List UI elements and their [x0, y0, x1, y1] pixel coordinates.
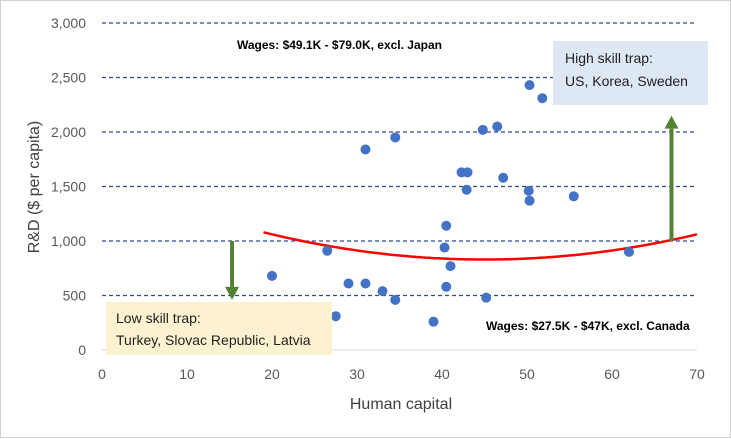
arrows: [225, 115, 679, 300]
data-point: [461, 184, 472, 195]
low-skill-trap-bg: [106, 302, 332, 355]
data-point: [330, 311, 341, 322]
data-point: [267, 270, 277, 281]
grid-lines: [102, 22, 697, 297]
high-skill-trap-bg: [553, 41, 708, 105]
x-tick-label: 0: [98, 366, 106, 382]
y-tick-label: 1,000: [51, 233, 86, 249]
y-tick-label: 500: [63, 288, 87, 304]
x-tick-label: 20: [264, 366, 280, 382]
y-tick-label: 2,000: [51, 124, 86, 140]
data-point: [524, 195, 535, 206]
data-point: [343, 278, 354, 289]
data-point: [477, 124, 488, 135]
wages-low-annotation: Wages: $27.5K - $47K, excl. Canada: [486, 319, 690, 333]
data-point: [624, 246, 634, 257]
trend-curve: [263, 231, 698, 261]
x-tick-label: 60: [604, 366, 620, 382]
data-point: [441, 220, 452, 231]
wages-high-annotation: Wages: $49.1K - $79.0K, excl. Japan: [237, 38, 442, 52]
x-tick-label: 40: [434, 366, 450, 382]
high-skill-trap-box: High skill trap: US, Korea, Sweden: [553, 41, 708, 105]
x-tick-label: 10: [179, 366, 195, 382]
data-point: [377, 286, 388, 297]
high-skill-trap-countries: US, Korea, Sweden: [565, 73, 688, 89]
data-point: [524, 80, 535, 91]
data-point: [481, 292, 492, 303]
data-point: [360, 278, 371, 289]
x-tick-label: 50: [519, 366, 535, 382]
x-tick-label: 70: [689, 366, 705, 382]
data-point: [390, 132, 401, 143]
data-point: [441, 281, 452, 292]
low-skill-trap-box: Low skill trap: Turkey, Slovac Republic,…: [106, 302, 332, 355]
down-arrow: [225, 241, 240, 300]
data-point: [322, 245, 333, 256]
x-tick-label: 30: [349, 366, 365, 382]
y-axis-ticks: 0 500 1,000 1,500 2,000 2,500 3,000: [51, 15, 86, 358]
y-tick-label: 3,000: [51, 15, 86, 31]
data-point: [523, 185, 534, 196]
data-point: [360, 144, 371, 155]
data-point: [439, 242, 450, 253]
trendline: [263, 231, 698, 261]
up-arrow: [664, 115, 679, 241]
y-tick-label: 1,500: [51, 179, 86, 195]
data-point: [568, 191, 579, 202]
x-axis-ticks: 0 10 20 30 40 50 60 70: [98, 366, 705, 382]
data-point: [498, 172, 509, 183]
y-tick-label: 0: [78, 342, 86, 358]
data-points: [267, 80, 634, 327]
data-point: [492, 121, 503, 132]
y-axis-title: R&D ($ per capita): [26, 121, 43, 254]
data-point: [390, 294, 401, 305]
high-skill-trap-title: High skill trap:: [565, 50, 653, 66]
data-point: [428, 316, 439, 327]
low-skill-trap-countries: Turkey, Slovac Republic, Latvia: [116, 332, 311, 348]
data-point: [537, 93, 548, 104]
low-skill-trap-title: Low skill trap:: [116, 310, 201, 326]
y-tick-label: 2,500: [51, 70, 86, 86]
data-point: [462, 167, 473, 178]
x-axis-title: Human capital: [350, 396, 452, 413]
data-point: [445, 261, 456, 272]
